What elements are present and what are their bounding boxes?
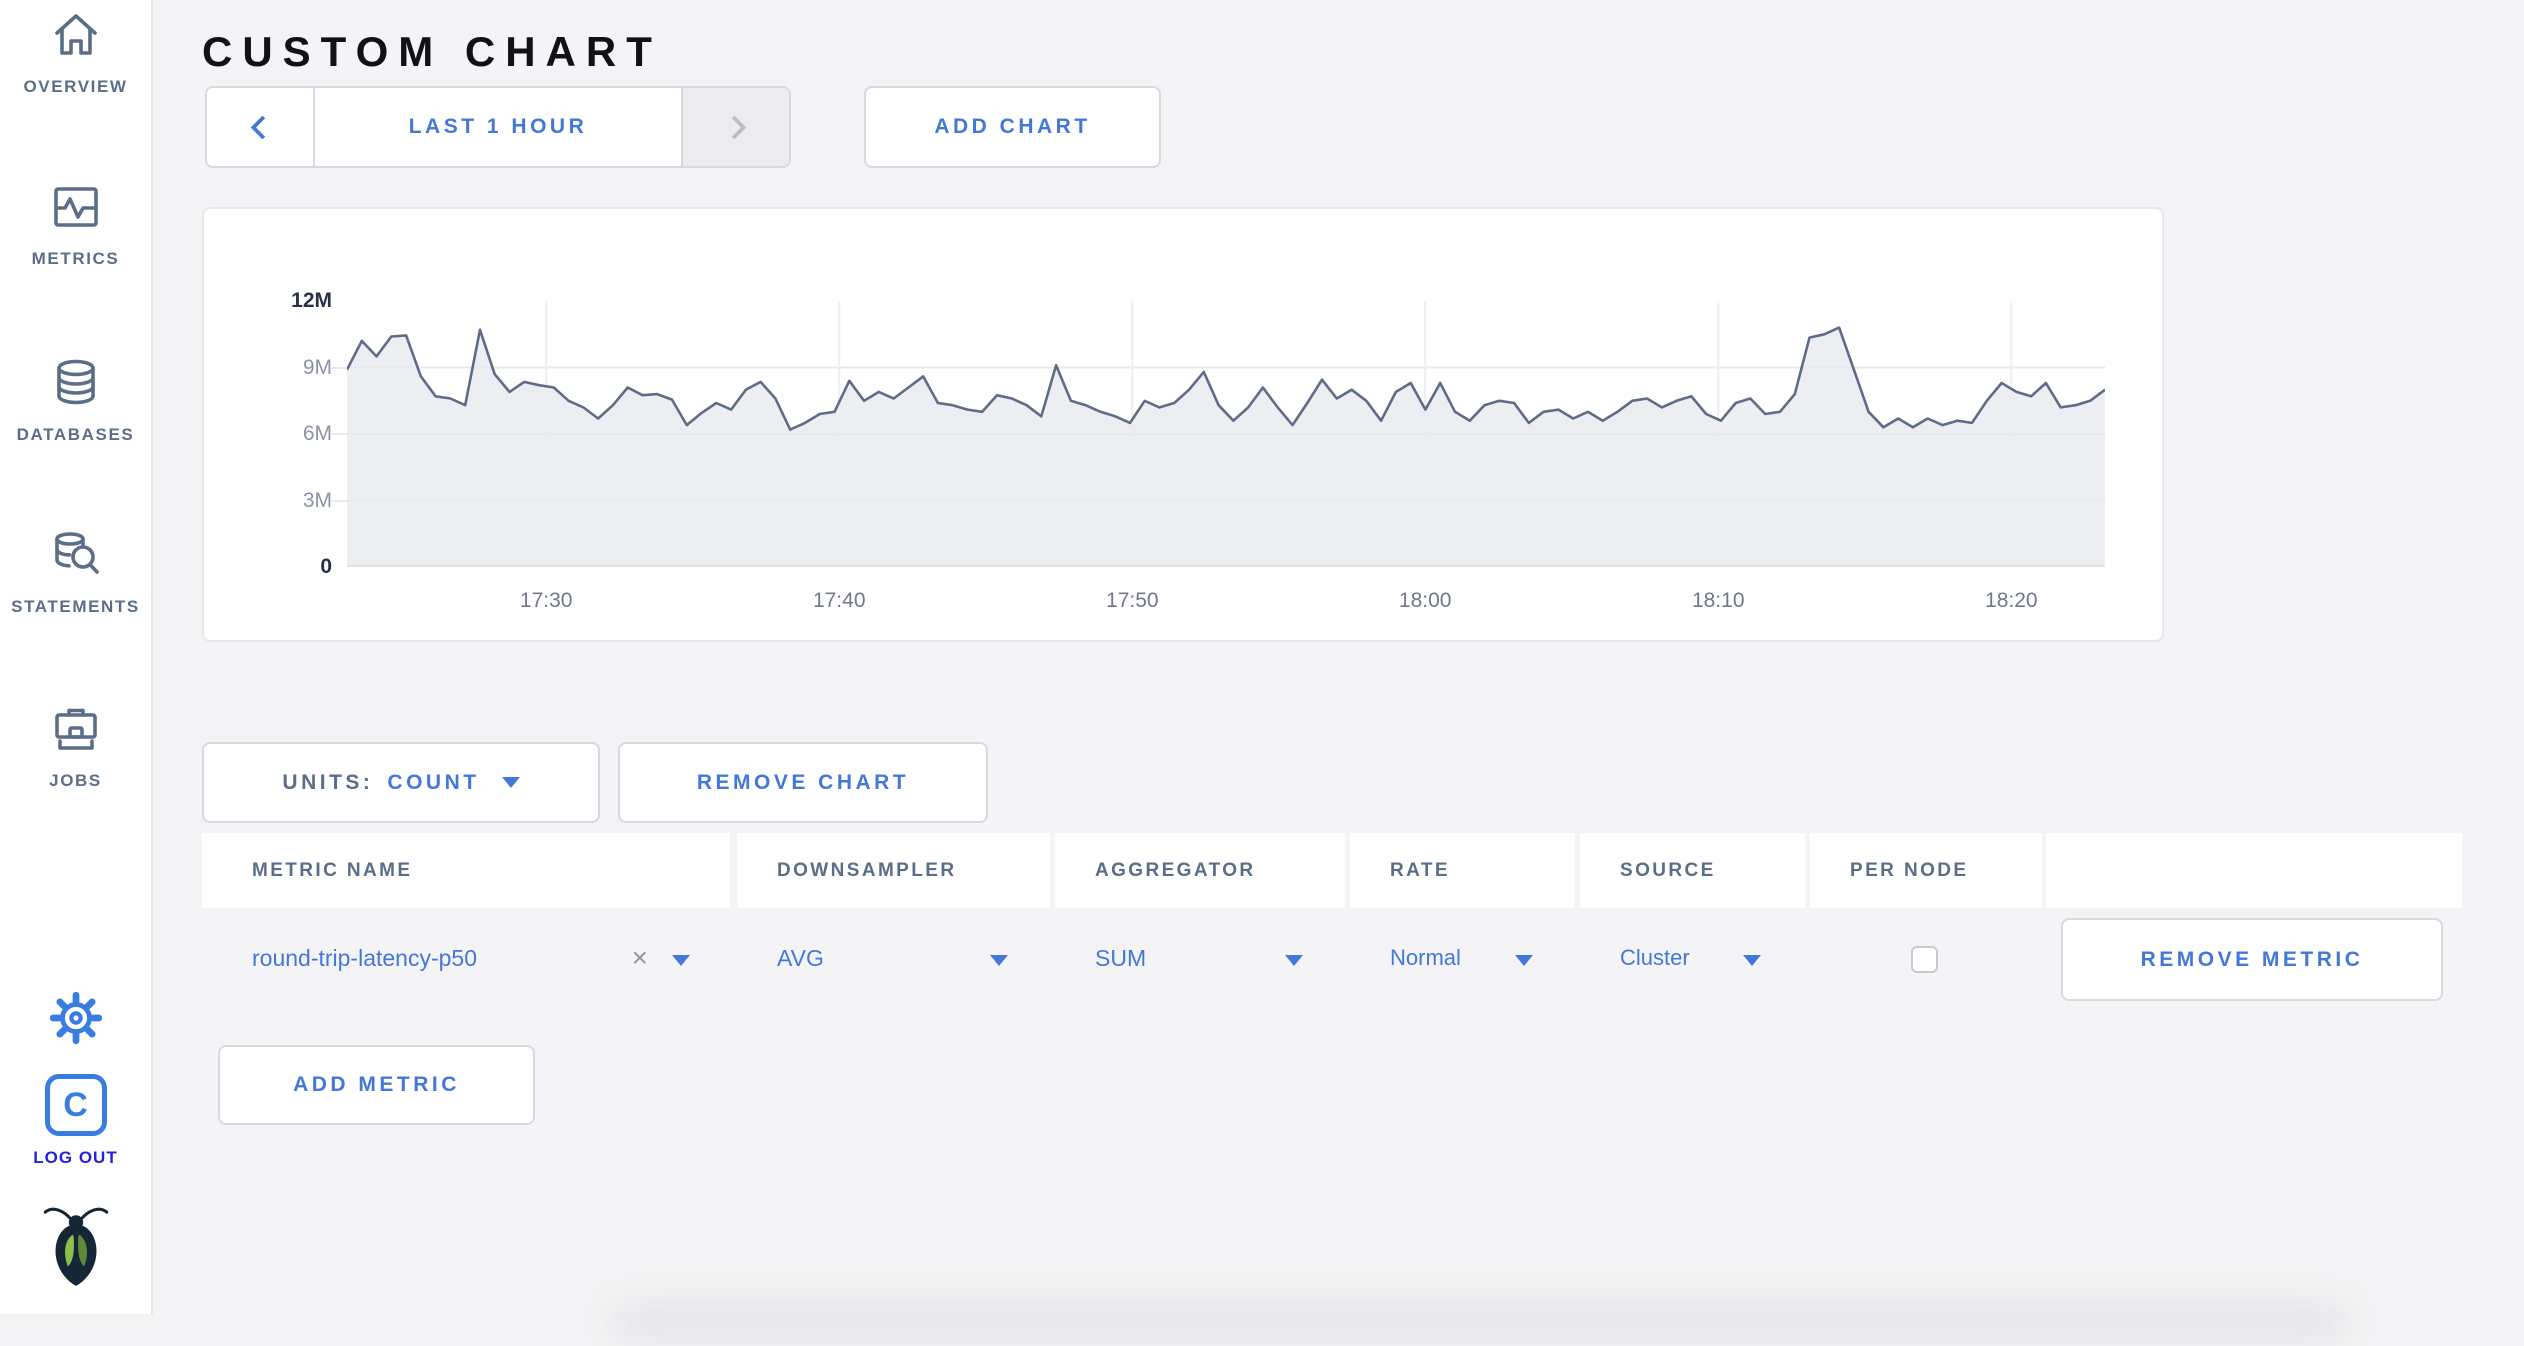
- sidebar-item-label: JOBS: [49, 771, 102, 790]
- statements-icon: [49, 528, 103, 582]
- logout-label: LOG OUT: [33, 1148, 118, 1167]
- x-axis-tick-label: 17:30: [519, 589, 573, 612]
- remove-metric-button[interactable]: REMOVE METRIC: [2061, 918, 2443, 1001]
- sidebar-item-statements[interactable]: STATEMENTS: [0, 528, 151, 617]
- y-axis-tick-mark: [331, 499, 347, 502]
- offscreen-card-shadow: [610, 1300, 2350, 1346]
- custom-chart-page: { "header": { "title": "CUSTOM CHART" },…: [0, 0, 2462, 1346]
- sidebar-item-label: METRICS: [31, 249, 120, 268]
- remove-chart-button[interactable]: REMOVE CHART: [618, 742, 988, 823]
- gear-icon: [48, 990, 104, 1046]
- sidebar-item-overview[interactable]: OVERVIEW: [0, 8, 151, 97]
- aggregator-value: SUM: [1095, 944, 1147, 971]
- chevron-right-icon: [721, 114, 747, 140]
- chevron-left-icon: [249, 114, 275, 140]
- y-axis-tick-label: 0: [320, 555, 332, 578]
- metrics-icon: [49, 180, 103, 234]
- sidebar-item-label: STATEMENTS: [11, 597, 140, 616]
- units-label: UNITS:: [282, 770, 374, 794]
- source-select[interactable]: Cluster: [1580, 908, 1805, 1008]
- chevron-down-icon: [1515, 954, 1533, 966]
- column-header-actions: [2046, 833, 2462, 908]
- logout-button[interactable]: C LOG OUT: [0, 1074, 151, 1168]
- column-header-downsampler: DOWNSAMPLER: [737, 833, 1050, 908]
- x-axis-tick-label: 18:00: [1398, 589, 1452, 612]
- y-axis-tick-mark: [331, 433, 347, 435]
- time-range-selector: LAST 1 HOUR: [205, 86, 791, 168]
- page-title: CUSTOM CHART: [202, 28, 662, 76]
- y-axis-tick-label: 3M: [302, 488, 332, 512]
- units-dropdown[interactable]: UNITS: COUNT: [202, 742, 600, 823]
- source-value: Cluster: [1620, 945, 1690, 970]
- x-axis-tick-label: 17:40: [812, 589, 866, 612]
- briefcase-icon: [49, 702, 103, 756]
- add-chart-button[interactable]: ADD CHART: [864, 86, 1161, 168]
- cockroach-brand-icon: [0, 1206, 151, 1292]
- chevron-down-icon: [672, 954, 690, 966]
- column-header-rate: RATE: [1350, 833, 1575, 908]
- x-axis-tick-label: 17:50: [1106, 589, 1159, 612]
- time-range-next-button[interactable]: [681, 88, 789, 166]
- chevron-down-icon: [1743, 954, 1761, 966]
- sidebar-item-metrics[interactable]: METRICS: [0, 180, 151, 269]
- sidebar-item-databases[interactable]: DATABASES: [0, 356, 151, 445]
- aggregator-select[interactable]: SUM: [1055, 908, 1345, 1008]
- y-axis-tick-label: 9M: [302, 355, 332, 379]
- sidebar: OVERVIEW METRICS DATABASES: [0, 0, 153, 1314]
- metric-name-select[interactable]: round-trip-latency-p50 ×: [202, 908, 730, 1008]
- metric-name-value: round-trip-latency-p50: [252, 944, 478, 971]
- column-header-metric-name: METRIC NAME: [202, 833, 730, 908]
- units-value: COUNT: [387, 770, 480, 794]
- sidebar-item-jobs[interactable]: JOBS: [0, 702, 151, 791]
- column-header-per-node: PER NODE: [1810, 833, 2042, 908]
- rate-value: Normal: [1390, 945, 1461, 970]
- downsampler-value: AVG: [777, 944, 824, 971]
- chart-svg: [347, 301, 2105, 567]
- chevron-down-icon: [501, 777, 520, 788]
- chevron-down-icon: [990, 954, 1008, 966]
- time-range-value[interactable]: LAST 1 HOUR: [315, 88, 681, 166]
- column-header-aggregator: AGGREGATOR: [1055, 833, 1345, 908]
- cockroach-c-icon: C: [44, 1074, 107, 1136]
- database-icon: [49, 356, 103, 410]
- sidebar-item-label: DATABASES: [16, 425, 135, 444]
- y-axis-tick-label: 6M: [302, 422, 332, 445]
- y-axis-tick-mark: [331, 366, 347, 369]
- rate-select[interactable]: Normal: [1350, 908, 1575, 1008]
- downsampler-select[interactable]: AVG: [737, 908, 1050, 1008]
- y-axis-tick-label: 12M: [291, 289, 332, 312]
- home-icon: [49, 8, 103, 62]
- column-header-source: SOURCE: [1580, 833, 1805, 908]
- add-metric-button[interactable]: ADD METRIC: [218, 1045, 535, 1125]
- settings-button[interactable]: [0, 990, 151, 1046]
- chart-card: 12M 9M 6M 3M 0 17:30 17:40 17:50 18:00 18:10 18:2…: [202, 207, 2164, 642]
- x-axis-tick-label: 18:10: [1691, 589, 1745, 612]
- per-node-checkbox[interactable]: [1911, 946, 1938, 973]
- x-axis-tick-label: 18:20: [1985, 589, 2038, 612]
- time-range-prev-button[interactable]: [207, 88, 315, 166]
- chevron-down-icon: [1285, 954, 1303, 966]
- clear-metric-icon[interactable]: ×: [631, 942, 648, 973]
- sidebar-item-label: OVERVIEW: [23, 77, 128, 96]
